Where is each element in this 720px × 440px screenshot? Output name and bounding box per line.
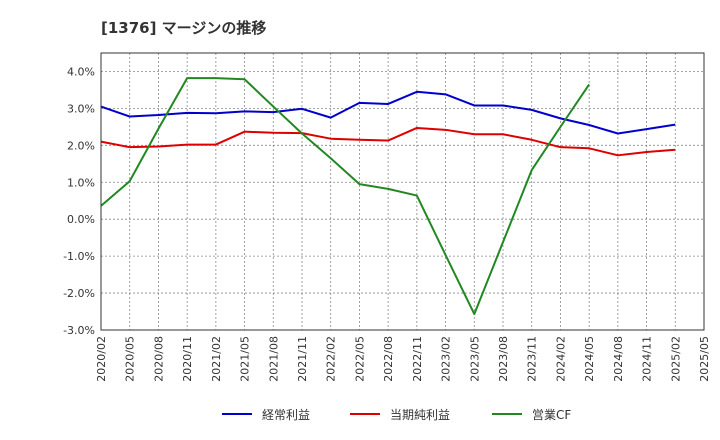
x-axis-ticks: 2020/02 2020/05 2020/08 2020/11 2021/02 2021/… (95, 336, 711, 382)
x-tick-label: 2023/11 (526, 336, 539, 382)
y-tick-label: 0.0% (67, 213, 95, 226)
x-tick-label: 2023/05 (468, 336, 481, 382)
x-tick-label: 2024/11 (641, 336, 654, 382)
y-tick-label: 4.0% (67, 65, 95, 78)
series-line (100, 77, 590, 316)
x-tick-label: 2021/05 (239, 336, 252, 382)
y-tick-label: -3.0% (63, 324, 95, 337)
x-tick-label: 2024/05 (583, 336, 596, 382)
x-tick-label: 2021/11 (296, 336, 309, 382)
y-tick-label: -2.0% (63, 287, 95, 300)
y-tick-label: 2.0% (67, 139, 95, 152)
series-line (100, 126, 676, 157)
x-tick-label: 2021/02 (210, 336, 223, 382)
legend-label: 営業CF (532, 408, 571, 422)
y-tick-label: -1.0% (63, 250, 95, 263)
x-tick-label: 2022/11 (411, 336, 424, 382)
x-tick-label: 2022/08 (382, 336, 395, 382)
legend-label: 当期純利益 (390, 408, 450, 422)
legend-label: 経常利益 (262, 408, 310, 422)
y-tick-label: 3.0% (67, 102, 95, 115)
series-line (100, 90, 676, 135)
legend-item: 営業CF (492, 408, 571, 422)
series-group (100, 77, 676, 316)
x-tick-label: 2025/05 (698, 336, 711, 382)
legend-item: 経常利益 (222, 408, 310, 422)
chart-title: [1376] マージンの推移 (101, 19, 266, 37)
x-tick-label: 2024/08 (612, 336, 625, 382)
legend: 経常利益 当期純利益 営業CF (222, 408, 571, 422)
x-tick-label: 2020/11 (181, 336, 194, 382)
x-tick-label: 2023/02 (440, 336, 453, 382)
x-tick-label: 2022/02 (325, 336, 338, 382)
x-tick-label: 2023/08 (497, 336, 510, 382)
y-axis-ticks: -3.0% -2.0% -1.0% 0.0% 1.0% 2.0% 3.0% 4.0% (63, 65, 95, 337)
x-tick-label: 2022/05 (353, 336, 366, 382)
x-tick-label: 2021/08 (267, 336, 280, 382)
x-tick-label: 2020/08 (152, 336, 165, 382)
x-tick-label: 2025/02 (669, 336, 682, 382)
x-tick-label: 2020/02 (95, 336, 108, 382)
x-tick-label: 2024/02 (554, 336, 567, 382)
x-tick-label: 2020/05 (124, 336, 137, 382)
y-tick-label: 1.0% (67, 176, 95, 189)
legend-item: 当期純利益 (350, 408, 450, 422)
plot-frame (100, 52, 705, 331)
